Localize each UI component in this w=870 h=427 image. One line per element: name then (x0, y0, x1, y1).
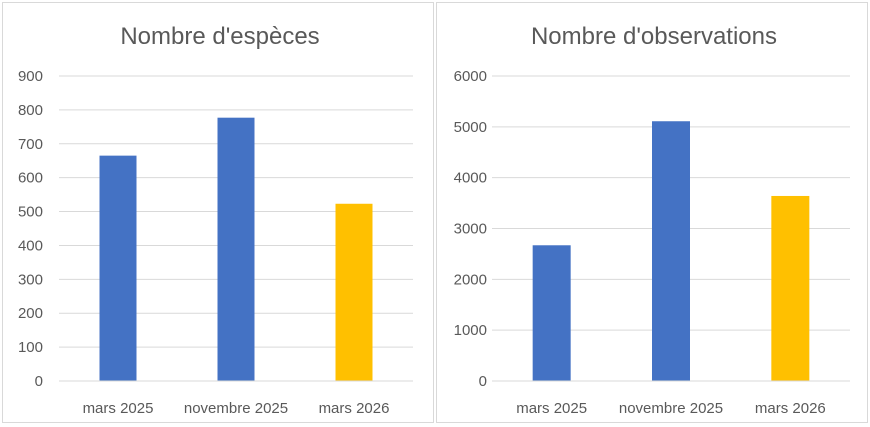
y-tick-label: 5000 (454, 119, 487, 136)
y-tick-label: 6000 (454, 68, 487, 85)
x-category-label: novembre 2025 (619, 400, 723, 417)
y-tick-label: 400 (18, 237, 43, 254)
y-tick-label: 100 (18, 339, 43, 356)
x-category-label: novembre 2025 (184, 400, 288, 417)
x-category-label: mars 2025 (83, 400, 154, 417)
y-tick-label: 600 (18, 170, 43, 187)
y-tick-label: 900 (18, 68, 43, 85)
y-tick-label: 800 (18, 102, 43, 119)
bar (771, 195, 810, 381)
y-tick-label: 1000 (454, 322, 487, 339)
y-tick-label: 500 (18, 204, 43, 221)
chart-species: Nombre d'espèces 0 100 200 300 400 500 600 700 8… (18, 23, 413, 417)
bar (532, 245, 571, 381)
y-tick-label: 0 (479, 373, 487, 390)
chart-species-panel: Nombre d'espèces 0 100 200 300 400 500 600 700 8… (2, 2, 434, 423)
bar (99, 155, 137, 381)
y-tick-label: 0 (35, 373, 43, 390)
x-category-label: mars 2026 (755, 400, 826, 417)
x-category-label: mars 2025 (516, 400, 587, 417)
bar (217, 117, 255, 381)
y-tick-label: 3000 (454, 221, 487, 238)
chart-title: Nombre d'observations (531, 23, 777, 50)
y-tick-label: 300 (18, 271, 43, 288)
chart-observations-panel: Nombre d'observations 0 1000 2000 3000 4000 5… (436, 2, 868, 423)
x-category-label: mars 2026 (319, 400, 390, 417)
y-tick-label: 4000 (454, 170, 487, 187)
y-tick-label: 200 (18, 305, 43, 322)
y-tick-label: 700 (18, 136, 43, 153)
bar (652, 121, 690, 381)
chart-title: Nombre d'espèces (120, 23, 319, 50)
bar (335, 203, 373, 381)
chart-observations: Nombre d'observations 0 1000 2000 3000 4000 5… (454, 23, 850, 417)
y-tick-label: 2000 (454, 271, 487, 288)
